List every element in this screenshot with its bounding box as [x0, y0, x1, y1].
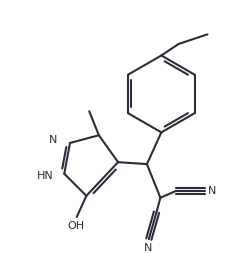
- Text: N: N: [48, 135, 57, 145]
- Text: N: N: [207, 186, 216, 196]
- Text: HN: HN: [37, 171, 53, 181]
- Text: OH: OH: [67, 221, 84, 231]
- Text: N: N: [144, 243, 152, 253]
